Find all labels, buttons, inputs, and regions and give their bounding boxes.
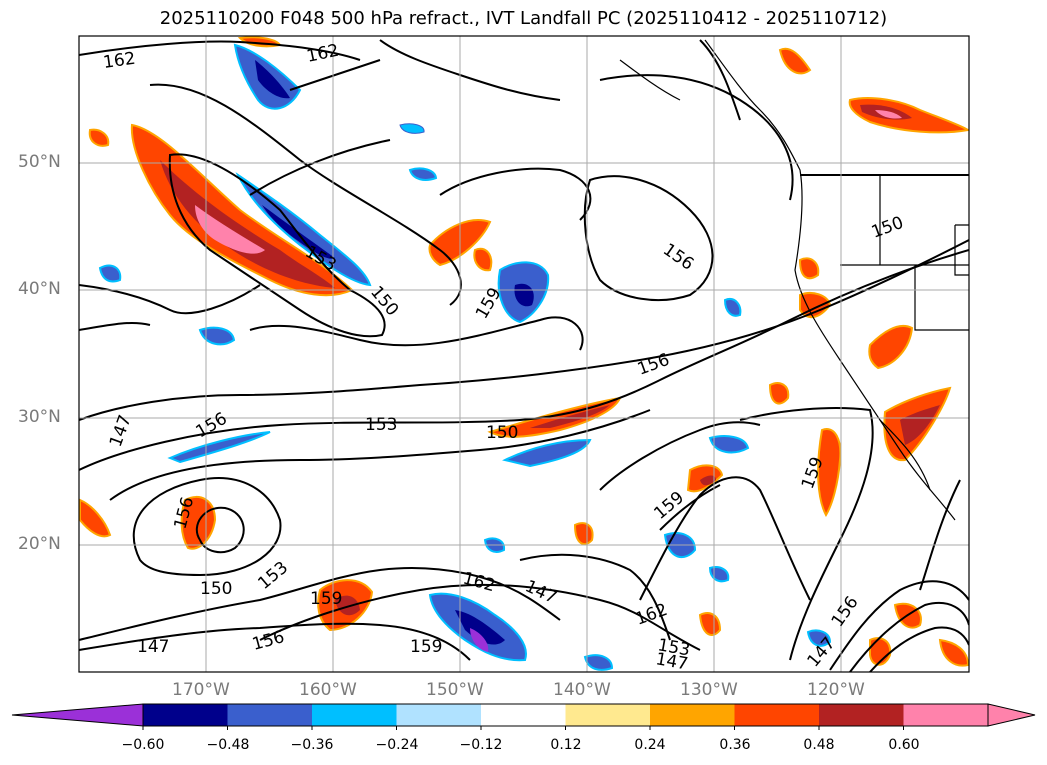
map-plot-area: 162 162 153 150 159 156 156 153 150 147 … (79, 36, 969, 674)
colorbar-extend-low (11, 703, 144, 727)
colorbar-bin (143, 704, 228, 726)
lon-label-140w: 140°W (553, 680, 611, 700)
colorbar-bin (650, 704, 735, 726)
colorbar-tick-label: −0.48 (206, 737, 250, 753)
colorbar (11, 703, 1036, 730)
colorbar-tick-label: −0.36 (290, 737, 334, 753)
colorbar-tick-label: 0.60 (888, 737, 920, 753)
plot-frame (78, 35, 970, 673)
chart-title: 2025110200 F048 500 hPa refract., IVT La… (159, 8, 888, 29)
colorbar-tick-label: 0.48 (803, 737, 835, 753)
colorbar-bin (734, 704, 819, 726)
contour-label: 147 (137, 637, 169, 657)
lon-label-130w: 130°W (680, 680, 738, 700)
contour-label: 159 (410, 637, 442, 657)
contour-label: 150 (200, 579, 232, 599)
colorbar-tick-label: −0.24 (375, 737, 419, 753)
colorbar-tick-label: −0.60 (121, 737, 165, 753)
contour-label: 159 (310, 589, 342, 609)
colorbar-tick-label: 0.12 (550, 737, 582, 753)
colorbar-bin (227, 704, 312, 726)
lat-label-50n: 50°N (18, 152, 61, 172)
lon-label-120w: 120°W (807, 680, 865, 700)
gridlines (79, 36, 969, 672)
coastlines (619, 39, 969, 521)
colorbar-bin (903, 704, 988, 726)
contour-label: 147 (654, 649, 689, 674)
lon-label-160w: 160°W (299, 680, 357, 700)
lon-label-150w: 150°W (426, 680, 484, 700)
lat-label-20n: 20°N (18, 534, 61, 554)
colorbar-bin (481, 704, 566, 726)
contour-label: 162 (102, 49, 137, 73)
colorbar-tick-label: 0.24 (634, 737, 666, 753)
lat-label-30n: 30°N (18, 407, 61, 427)
lon-label-170w: 170°W (172, 680, 230, 700)
colorbar-bin (312, 704, 397, 726)
colorbar-bin (819, 704, 904, 726)
lat-label-40n: 40°N (18, 279, 61, 299)
colorbar-tick-label: −0.12 (459, 737, 503, 753)
colorbar-bin (396, 704, 481, 726)
colorbar-tick-label: 0.36 (719, 737, 751, 753)
colorbar-extend-high (987, 703, 1036, 727)
contour-label: 150 (486, 423, 518, 443)
contour-label: 153 (365, 415, 397, 435)
colorbar-bin (565, 704, 650, 726)
